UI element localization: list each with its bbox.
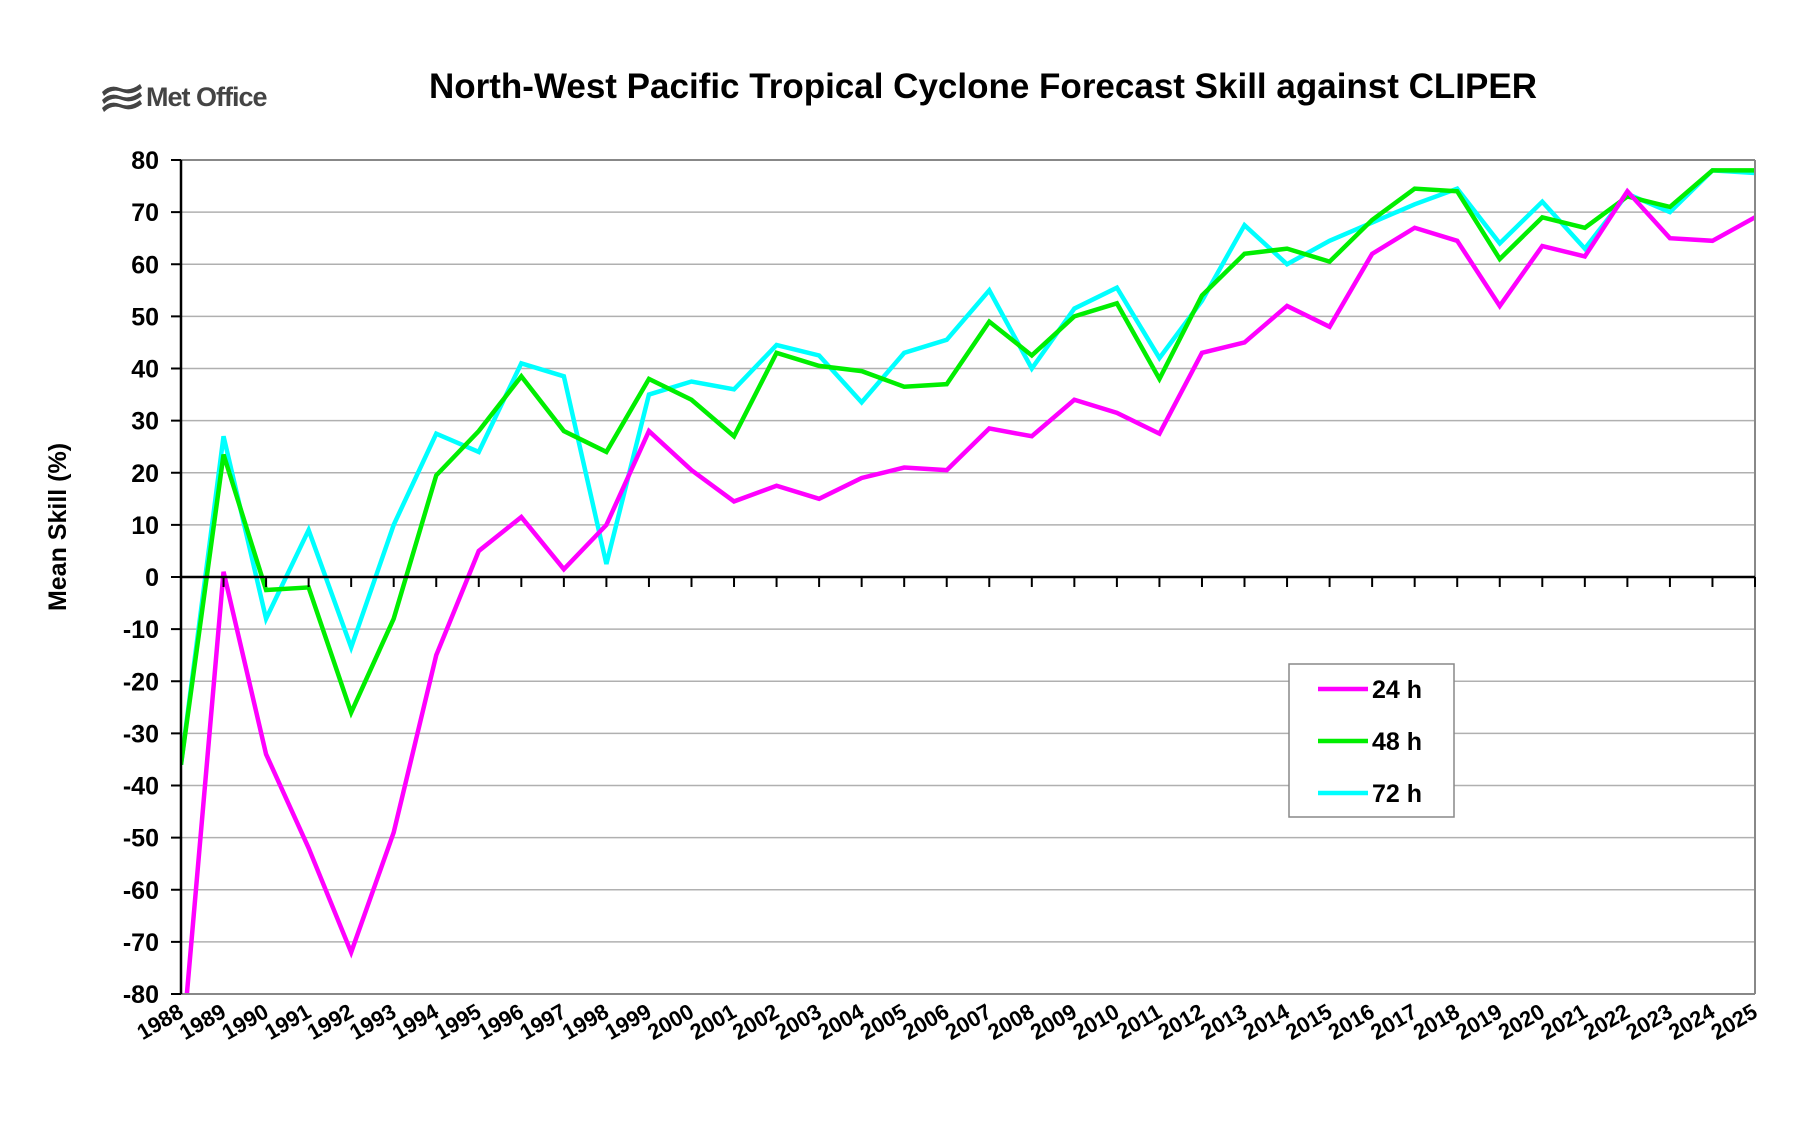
legend-label: 48 h [1372,728,1422,756]
y-tick-label: -60 [123,877,159,905]
x-tick-labels: 1988198919901991199219931994199519961997… [133,998,1762,1045]
series-lines [181,168,1757,994]
y-tick-label: 0 [145,564,159,592]
y-axis-label: Mean Skill (%) [44,443,72,611]
series-line-48h [181,168,1755,765]
legend-box [1288,663,1455,818]
y-tick-label: 80 [131,147,159,175]
y-tick-label: 30 [131,408,159,436]
y-tick-label: -80 [123,981,159,1009]
y-tick-label: -30 [123,720,159,748]
legend-label: 24 h [1372,676,1422,704]
met-office-logo: Met Office [102,82,269,112]
legend: 24 h 48 h 72 h [1288,663,1455,818]
y-tick-labels: 80 70 60 50 40 30 20 10 0 -10 -20 -30 -40 -50 -60 -70 -8… [123,147,159,1009]
y-tick-label: -70 [123,929,159,957]
y-tick-label: 10 [131,512,159,540]
y-tick-label: -10 [123,616,159,644]
series-line-24h [184,187,1757,994]
x-tick-label: 2025 [1707,999,1762,1045]
met-office-logo-text: Met Office [146,82,268,112]
y-tick-label: -20 [123,668,159,696]
axes [171,159,1756,995]
chart-title: North-West Pacific Tropical Cyclone Fore… [429,67,1537,106]
y-tick-label: -40 [123,773,159,801]
y-tick-label: 20 [131,460,159,488]
y-tick-label: 40 [131,356,159,384]
y-tick-label: 70 [131,199,159,227]
met-office-wave-icon [102,84,142,112]
y-tick-label: 60 [131,251,159,279]
legend-label: 72 h [1372,780,1422,808]
series-line-72h [181,168,1756,765]
gridlines [181,159,1755,943]
y-tick-label: 50 [131,303,159,331]
y-tick-label: -50 [123,825,159,853]
